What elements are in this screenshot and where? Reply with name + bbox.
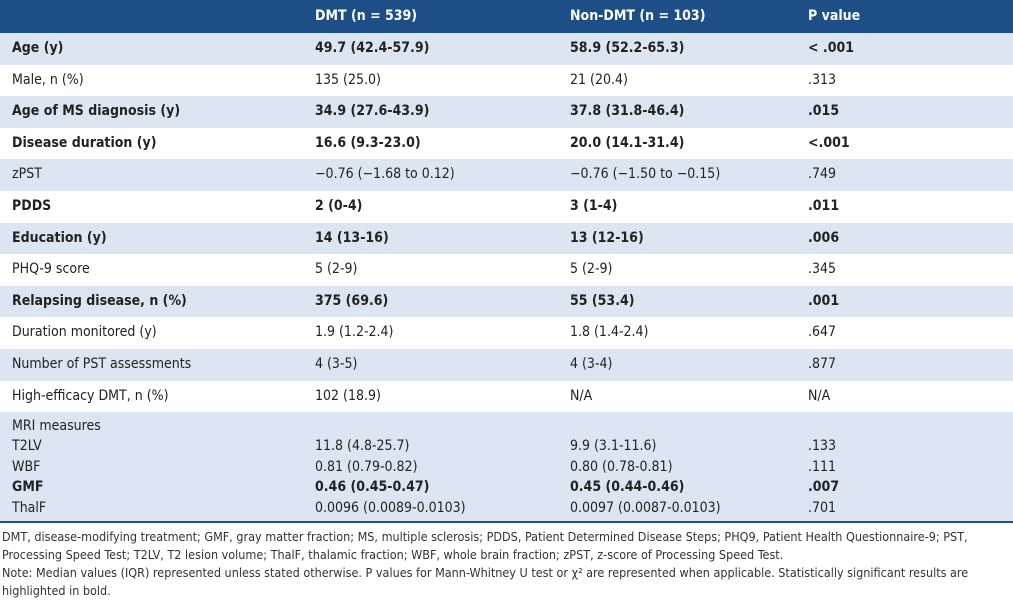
header-cell: P value [808, 8, 861, 24]
group-cell: 0.80 (0.78-0.81) [570, 458, 673, 475]
bottom-rule [0, 521, 1013, 523]
table-row: Male, n (%) 135 (25.0) 21 (20.4) .313 [0, 65, 1013, 97]
table-cell: < .001 [808, 40, 855, 56]
table-cell: Number of PST assessments [12, 356, 192, 372]
table-cell: Education (y) [12, 229, 107, 246]
group-cell: T2LV [12, 438, 42, 455]
table-cell: Disease duration (y) [12, 134, 157, 151]
group-cell: 9.9 (3.1-11.6) [570, 438, 657, 455]
group-cell: 0.0096 (0.0089-0.0103) [315, 499, 466, 516]
table-row: Education (y) 14 (13-16) 13 (12-16) .006 [0, 222, 1013, 255]
table-row: Disease duration (y) 16.6 (9.3-23.0) 20.0 … [0, 128, 1013, 160]
table-cell: 20.0 (14.1-31.4) [570, 134, 685, 151]
table-cell: 102 (18.9) [315, 387, 381, 404]
group-cell: ThalF [12, 499, 47, 516]
table-cell: 55 (53.4) [570, 292, 635, 309]
table-cell: Age of MS diagnosis (y) [12, 103, 181, 120]
table-row: zPST −0.76 (−1.68 to 0.12) −0.76 (−1.50 to… [0, 159, 1013, 191]
table-cell: −0.76 (−1.50 to −0.15) [570, 166, 721, 183]
table-row: PDDS 2 (0-4) 3 (1-4) .011 [0, 191, 1013, 223]
table-cell: 37.8 (31.8-46.4) [570, 103, 685, 120]
table-row: Duration monitored (y) 1.9 (1.2-2.4) 1.8 (… [0, 317, 1013, 349]
table-cell: −0.76 (−1.68 to 0.12) [315, 166, 455, 183]
table-cell: .877 [808, 356, 837, 372]
table-cell: 34.9 (27.6-43.9) [315, 103, 430, 120]
table-cell: .345 [808, 261, 837, 278]
group-cell: 0.0097 (0.0087-0.0103) [570, 499, 721, 516]
table-cell: 4 (3-5) [315, 356, 358, 372]
table-cell: 14 (13-16) [315, 229, 389, 246]
table-cell: 58.9 (52.2-65.3) [570, 40, 685, 56]
table-row: Number of PST assessments 4 (3-5) 4 (3-4).… [0, 349, 1013, 381]
table-cell: 21 (20.4) [570, 71, 628, 88]
group-cell: 0.81 (0.79-0.82) [315, 458, 418, 475]
table-cell: 49.7 (42.4-57.9) [315, 40, 430, 56]
table-cell: 2 (0-4) [315, 198, 363, 214]
group-label: MRI measures [12, 418, 101, 435]
header-cell: Non-DMT (n = 103) [570, 8, 706, 24]
footnote: DMT, disease-modifying treatment; GMF, g… [2, 529, 968, 562]
table-cell: 16.6 (9.3-23.0) [315, 134, 421, 151]
group-cell: GMF [12, 479, 44, 496]
table-cell: 5 (2-9) [315, 261, 358, 278]
table-cell: .313 [808, 71, 837, 88]
table-cell: .647 [808, 324, 837, 341]
table-cell: High-efficacy DMT, n (%) [12, 387, 169, 404]
table-cell: PHQ-9 score [12, 261, 90, 278]
group-cell: WBF [12, 458, 41, 475]
table-row: Age (y) 49.7 (42.4-57.9) 58.9 (52.2-65.3) <… [0, 33, 1013, 65]
table-cell: 135 (25.0) [315, 71, 381, 88]
table-cell: PDDS [12, 198, 52, 214]
table-row: Relapsing disease, n (%) 375 (69.6) 55 (53… [0, 285, 1013, 318]
group-block: MRI measures T2LV 11.8 (4.8-25.7) 9.9 (3.1-… [0, 412, 1013, 521]
table-cell: .011 [808, 198, 840, 214]
group-cell: .133 [808, 438, 837, 455]
table-row: High-efficacy DMT, n (%) 102 (18.9) N/A N/A [0, 381, 1013, 413]
table-cell: 1.8 (1.4-2.4) [570, 324, 649, 341]
table-cell: 1.9 (1.2-2.4) [315, 324, 394, 341]
table-cell: Duration monitored (y) [12, 324, 157, 341]
header-row: DMT (n = 539) Non-DMT (n = 103) P value [0, 0, 1013, 33]
table-cell: 13 (12-16) [570, 229, 644, 246]
table-row: Age of MS diagnosis (y) 34.9 (27.6-43.9) 3… [0, 96, 1013, 128]
table-cell: Relapsing disease, n (%) [12, 292, 187, 309]
table-cell: .001 [808, 292, 840, 309]
table-cell: .015 [808, 103, 840, 120]
header-cell: DMT (n = 539) [315, 8, 418, 24]
table-cell: N/A [808, 387, 831, 404]
group-cell: 0.46 (0.45-0.47) [315, 479, 430, 496]
table-row: PHQ-9 score 5 (2-9) 5 (2-9) .345 [0, 254, 1013, 286]
group-cell: .701 [808, 499, 837, 516]
table-cell: <.001 [808, 134, 850, 151]
group-cell: 0.45 (0.44-0.46) [570, 479, 685, 496]
table-cell: zPST [12, 166, 42, 183]
table-cell: 4 (3-4) [570, 356, 613, 372]
group-cell: .111 [808, 458, 837, 475]
table-cell: N/A [570, 387, 593, 404]
table-cell: Male, n (%) [12, 71, 84, 88]
table-cell: .006 [808, 229, 840, 246]
table-cell: 5 (2-9) [570, 261, 613, 278]
table-cell: 375 (69.6) [315, 292, 389, 309]
table-cell: 3 (1-4) [570, 198, 618, 214]
group-cell: 11.8 (4.8-25.7) [315, 438, 410, 455]
table-cell: Age (y) [12, 40, 64, 56]
footnote: Note: Median values (IQR) represented un… [2, 565, 969, 598]
table-cell: .749 [808, 166, 837, 183]
group-cell: .007 [808, 479, 840, 496]
